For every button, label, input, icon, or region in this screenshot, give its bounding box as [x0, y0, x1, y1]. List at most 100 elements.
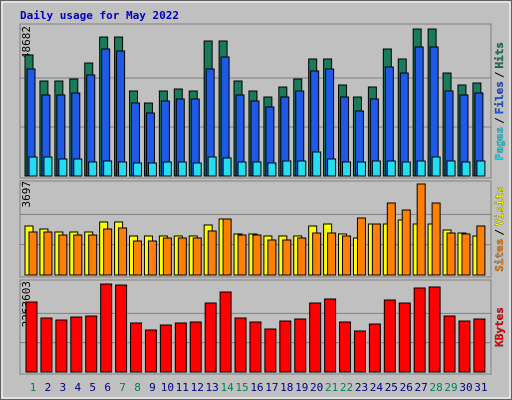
legend-separator: / [493, 71, 506, 78]
legend: KBytes [493, 307, 506, 347]
bar [476, 160, 486, 177]
bar [368, 323, 381, 373]
bar [267, 162, 277, 177]
bar [282, 160, 292, 177]
bar [264, 328, 277, 373]
y-tick-label: 48682 [20, 26, 33, 59]
bar [252, 161, 262, 177]
x-tick-label: 11 [176, 381, 189, 394]
x-tick-label: 17 [265, 381, 278, 394]
bar [43, 156, 53, 177]
legend-entry: Hits [493, 42, 506, 69]
x-tick-label: 23 [355, 381, 368, 394]
bar [294, 318, 307, 373]
bar [118, 227, 128, 276]
bar [413, 287, 426, 373]
bar [115, 284, 128, 373]
x-tick-label: 26 [400, 381, 413, 394]
bar [40, 317, 53, 373]
legend-entry: Pages [493, 127, 506, 160]
bar [133, 240, 143, 276]
bar [222, 157, 232, 177]
bar [103, 228, 113, 276]
bar [461, 161, 471, 177]
x-tick-label: 15 [235, 381, 248, 394]
bar [339, 321, 352, 373]
x-tick-label: 8 [134, 381, 141, 394]
bar [416, 160, 426, 177]
legend-entry: Visits [493, 186, 506, 226]
bar [28, 231, 38, 276]
bar [147, 240, 157, 276]
x-tick-label: 19 [295, 381, 308, 394]
bar [401, 209, 411, 276]
bar [353, 330, 366, 373]
x-tick-label: 20 [310, 381, 323, 394]
x-tick-label: 13 [206, 381, 219, 394]
bar [159, 324, 172, 373]
bar [371, 223, 381, 276]
bar [252, 234, 262, 276]
bar [58, 234, 68, 276]
x-tick-label: 30 [459, 381, 472, 394]
bar [446, 232, 456, 276]
bar [133, 162, 143, 177]
legend-entry: Sites [493, 239, 506, 272]
bar [342, 161, 352, 177]
bar [103, 160, 113, 177]
y-tick-label: 3697 [20, 181, 33, 208]
bar [476, 225, 486, 276]
bar [237, 161, 247, 177]
x-tick-label: 10 [161, 381, 174, 394]
bar [130, 322, 143, 373]
bar [443, 315, 456, 373]
bar [73, 158, 83, 177]
x-tick-label: 9 [149, 381, 156, 394]
bar [237, 234, 247, 276]
bar [88, 234, 98, 276]
bar [88, 161, 98, 177]
bar [234, 317, 247, 373]
bar [192, 162, 202, 177]
x-tick-label: 4 [74, 381, 81, 394]
bar [73, 234, 83, 276]
bar [401, 161, 411, 177]
legend: Pages / Files / Hits [493, 42, 506, 160]
bar [431, 202, 441, 276]
bar [324, 298, 337, 373]
bar [43, 231, 53, 276]
bar [473, 318, 486, 373]
legend-entry: Files [493, 81, 506, 114]
legend-separator: / [493, 229, 506, 236]
bar [327, 232, 337, 276]
x-tick-label: 31 [474, 381, 487, 394]
x-tick-label: 3 [60, 381, 67, 394]
bar [219, 291, 232, 373]
bar [118, 161, 128, 177]
bar [58, 158, 68, 177]
bar [446, 160, 456, 177]
bar [249, 321, 262, 373]
bar [282, 239, 292, 276]
legend: Sites / Visits [493, 186, 506, 272]
bar [100, 283, 113, 373]
bar [162, 237, 172, 276]
legend-entry: KBytes [493, 307, 506, 347]
bar [399, 72, 409, 177]
bar [204, 302, 217, 373]
bar [414, 46, 424, 177]
bar [174, 322, 187, 373]
bar [28, 156, 38, 177]
bar [70, 316, 83, 373]
bar [177, 161, 187, 177]
bar [207, 156, 217, 177]
x-tick-label: 21 [325, 381, 338, 394]
x-tick-label: 6 [104, 381, 111, 394]
bar [356, 161, 366, 177]
bar [342, 235, 352, 276]
bar [279, 320, 292, 373]
bar [386, 160, 396, 177]
bar [222, 218, 232, 276]
